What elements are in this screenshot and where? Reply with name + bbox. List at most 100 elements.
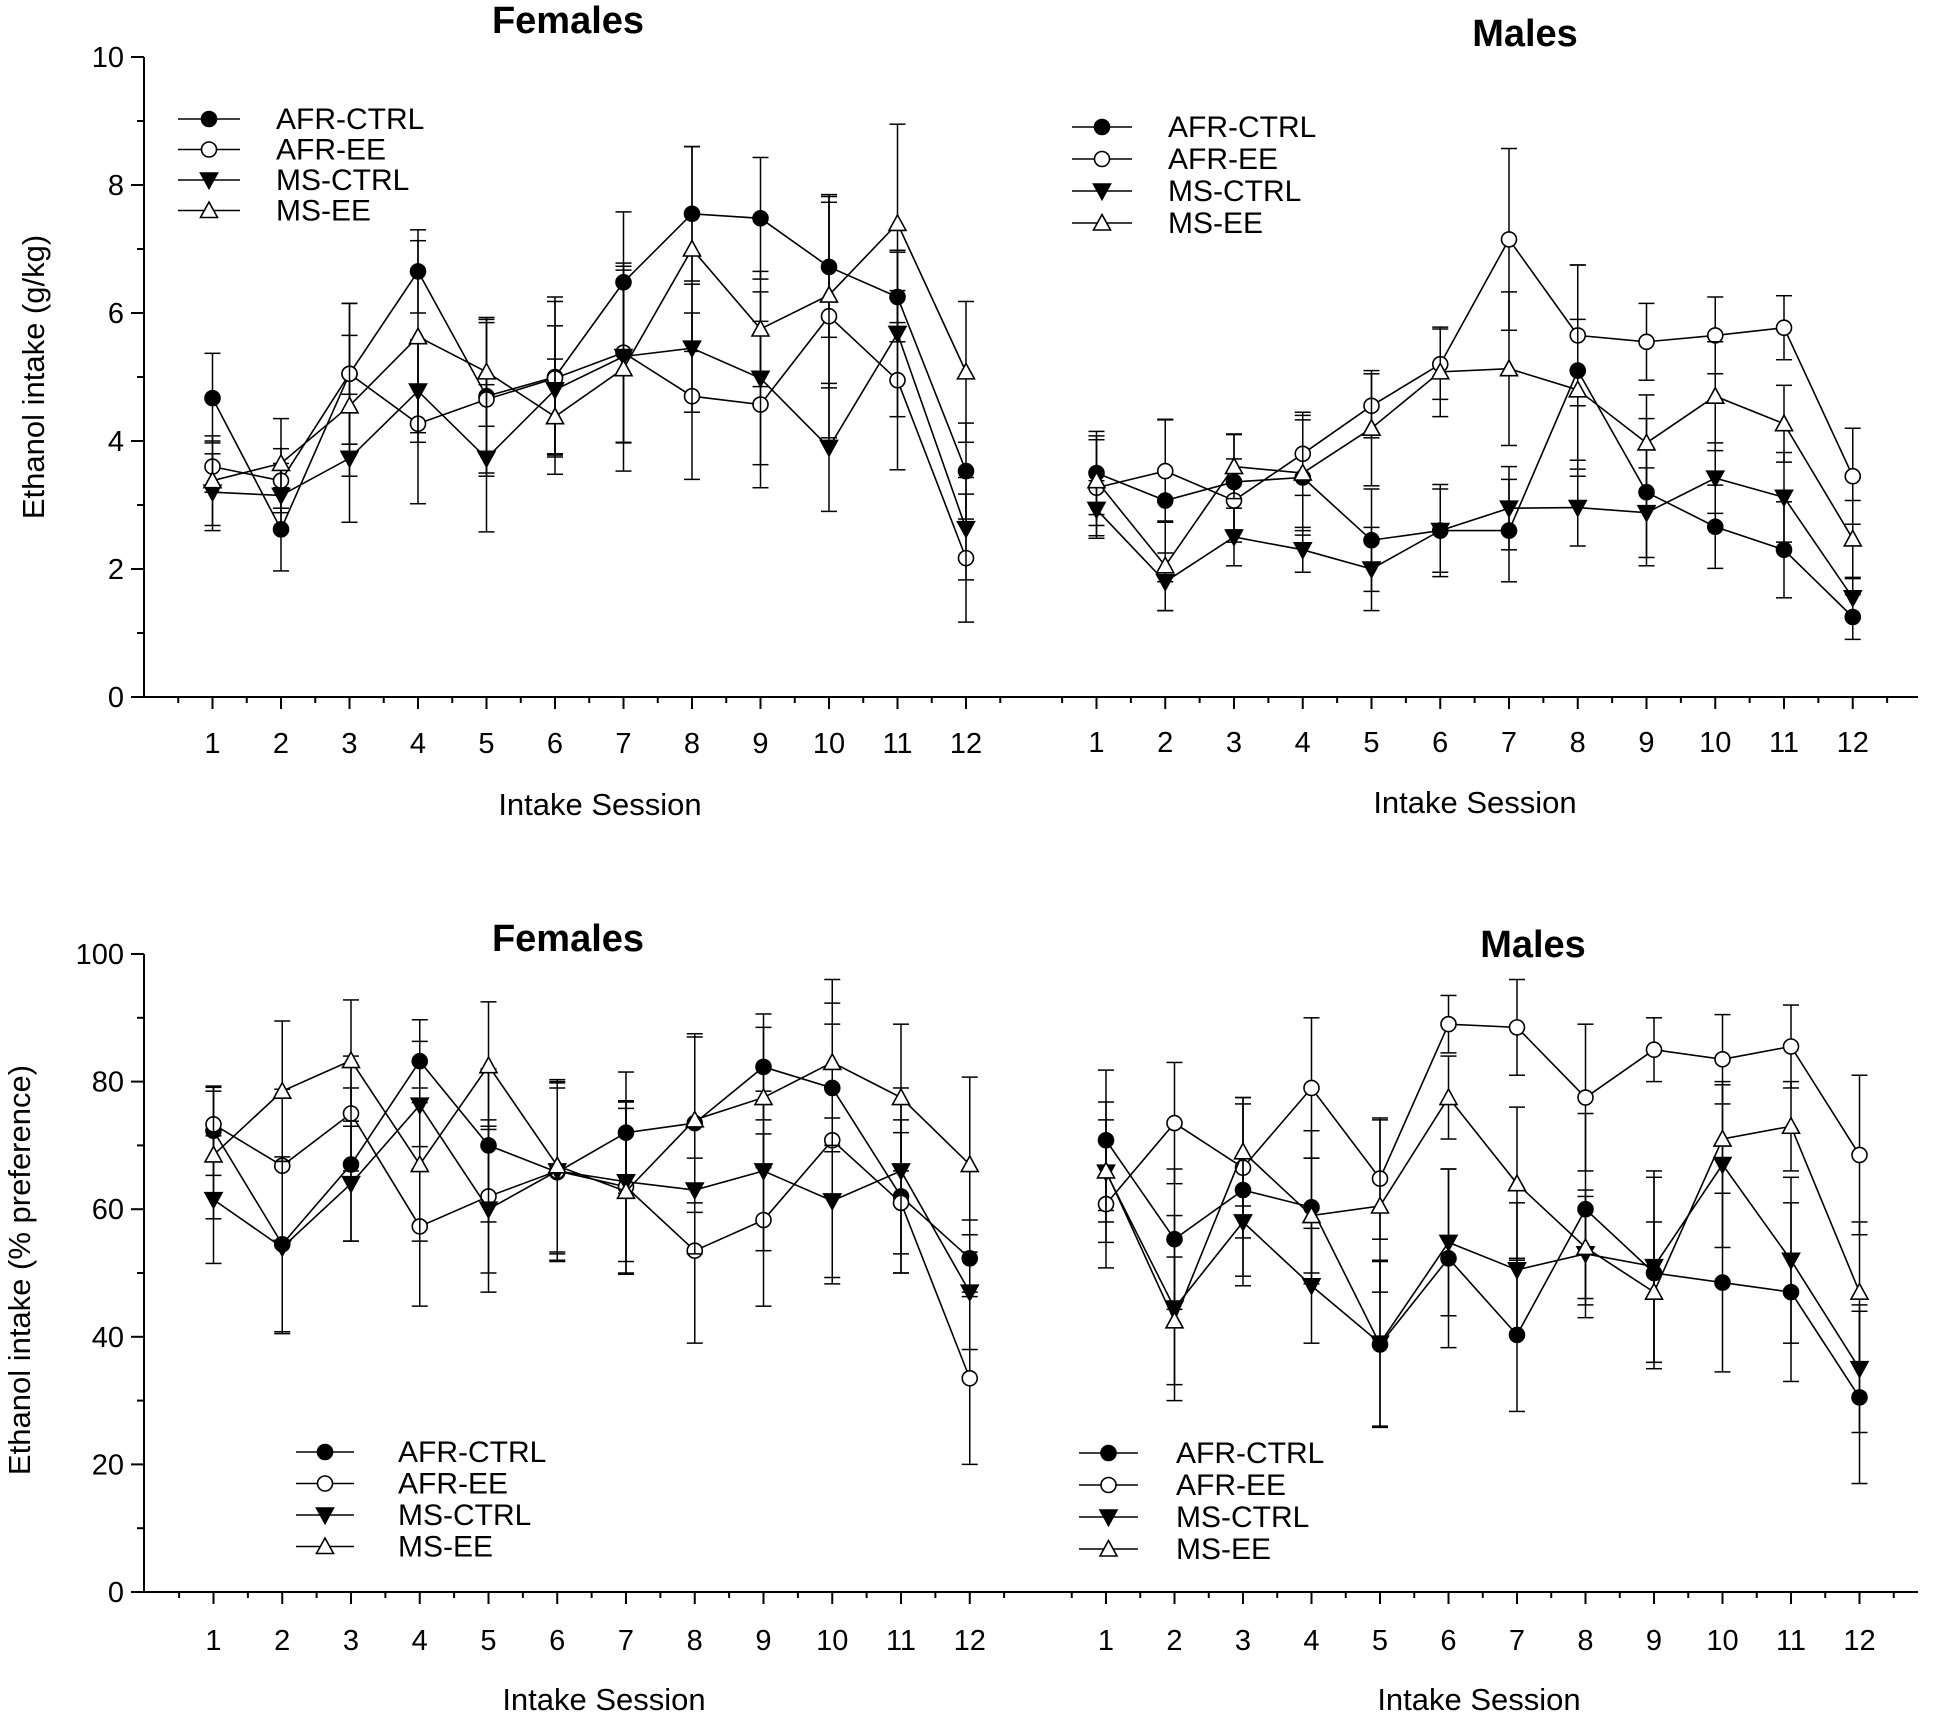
data-point (1706, 327, 1724, 344)
data-point (1166, 1114, 1183, 1132)
data-point (1233, 1141, 1253, 1160)
data-point (819, 284, 839, 303)
data-point (682, 238, 702, 257)
data-point (1567, 499, 1588, 518)
series-line (1096, 368, 1854, 618)
data-point (1440, 1015, 1457, 1033)
series-line (212, 221, 967, 482)
legend-label: MS-CTRL (276, 164, 409, 197)
x-tick-label: 10 (813, 728, 845, 760)
x-axis-label: Intake Session (502, 1682, 705, 1717)
legend-marker (316, 1443, 334, 1461)
series-ms-ee (1086, 291, 1863, 612)
series-line (1095, 477, 1854, 599)
data-point (1842, 528, 1863, 547)
y-tick-label: 4 (108, 426, 124, 458)
legend-label: MS-EE (1168, 207, 1263, 240)
series-ms-ee (202, 123, 976, 527)
data-point (822, 1052, 843, 1071)
x-tick-label: 4 (410, 728, 426, 760)
x-tick-label: 5 (480, 1625, 496, 1657)
legend-marker (200, 141, 218, 158)
data-point (408, 326, 428, 345)
data-point (409, 1154, 430, 1173)
data-point (545, 406, 565, 425)
chart-title: Females (492, 918, 644, 960)
x-tick-label: 6 (549, 1625, 565, 1657)
data-point (1156, 462, 1174, 480)
data-point (1844, 467, 1862, 485)
series-line (212, 331, 967, 529)
y-axis-label: Ethanol intake (% preference) (2, 1065, 37, 1475)
series-line (213, 1103, 971, 1293)
legend-marker (1093, 150, 1111, 168)
data-point (752, 209, 769, 227)
series-line (1095, 367, 1854, 568)
legend-label: AFR-EE (1176, 1469, 1286, 1502)
series-line (212, 1059, 971, 1259)
data-point (1233, 1214, 1253, 1233)
data-point (613, 358, 634, 377)
y-tick-label: 2 (108, 554, 124, 586)
data-point (819, 439, 839, 458)
data-point (1775, 541, 1793, 559)
x-tick-label: 3 (1235, 1625, 1251, 1657)
data-point (1575, 1237, 1596, 1256)
series-afr-ee (1097, 978, 1868, 1269)
data-point (1714, 1050, 1731, 1068)
legend-label: MS-CTRL (1168, 175, 1301, 208)
data-point (959, 1284, 980, 1303)
data-point (1644, 1281, 1664, 1300)
series-line (1105, 1139, 1861, 1398)
x-axis-label: Intake Session (1373, 785, 1576, 820)
data-point (1567, 379, 1588, 398)
x-axis-label: Intake Session (1377, 1682, 1580, 1717)
legend-marker (1093, 118, 1111, 136)
x-tick-label: 7 (615, 728, 631, 760)
data-point (956, 520, 976, 539)
legend-label: MS-EE (398, 1531, 493, 1564)
legend-marker (1092, 212, 1112, 231)
x-tick-label: 10 (1706, 1625, 1738, 1657)
legend-label: AFR-EE (1168, 143, 1278, 176)
x-tick-label: 5 (1372, 1625, 1388, 1657)
data-point (887, 325, 908, 344)
y-tick-label: 80 (92, 1067, 124, 1099)
data-point (1361, 561, 1382, 580)
data-point (547, 1155, 568, 1174)
data-point (961, 1369, 979, 1387)
data-point (1292, 462, 1313, 481)
y-tick-label: 100 (76, 939, 124, 971)
x-tick-label: 12 (1837, 727, 1869, 759)
data-point (271, 453, 291, 472)
legend-marker (1100, 1476, 1117, 1494)
data-point (272, 1081, 293, 1099)
y-tick-label: 8 (108, 170, 124, 202)
legend-label: AFR-CTRL (398, 1436, 546, 1469)
data-point (891, 1087, 911, 1106)
data-point (1361, 418, 1382, 437)
data-point (203, 1144, 224, 1163)
series-ms-ctrl (203, 1040, 980, 1351)
legend-marker (1098, 1538, 1119, 1557)
x-tick-label: 10 (1699, 727, 1731, 759)
x-tick-label: 4 (412, 1625, 428, 1657)
data-point (887, 213, 908, 232)
data-point (1705, 470, 1726, 489)
data-point (1636, 504, 1657, 523)
legend-marker (1092, 183, 1112, 202)
series-ms-ee (1096, 1055, 1870, 1386)
data-point (1303, 1079, 1320, 1097)
x-tick-label: 6 (1440, 1625, 1456, 1657)
x-tick-label: 7 (618, 1625, 634, 1657)
data-point (341, 1050, 361, 1069)
x-tick-label: 9 (1646, 1625, 1662, 1657)
data-point (1086, 470, 1107, 489)
x-tick-label: 1 (1098, 1625, 1114, 1657)
